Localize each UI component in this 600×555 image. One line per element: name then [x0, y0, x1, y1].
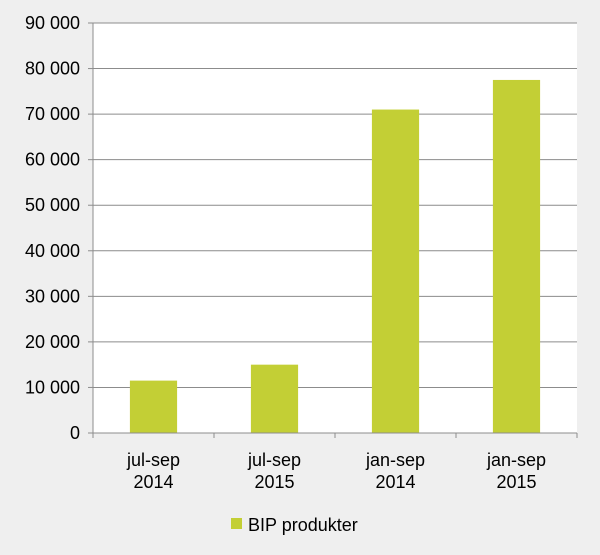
x-tick-label: jan-sep 2014 [365, 450, 425, 492]
y-axis-ticks: 0 10 000 20 000 30 000 40 000 50 000 60 000 70 … [25, 13, 94, 443]
category-labels: jul-sep 2014 jul-sep 2015 jan-sep 2014 jan-sep… [126, 450, 546, 492]
y-tick-label: 50 000 [25, 195, 80, 215]
y-tick-label: 20 000 [25, 332, 80, 352]
y-tick-label: 60 000 [25, 150, 80, 170]
bar [371, 109, 420, 434]
y-tick-label: 40 000 [25, 241, 80, 261]
legend-swatch [231, 518, 242, 529]
y-tick-label: 70 000 [25, 104, 80, 124]
bar [492, 79, 541, 433]
x-axis [92, 432, 578, 438]
bar [129, 380, 178, 433]
legend-label: BIP produkter [248, 515, 358, 535]
y-tick-label: 90 000 [25, 13, 80, 33]
x-tick-label: jul-sep 2014 [126, 450, 180, 492]
x-tick-label: jan-sep 2015 [486, 450, 546, 492]
legend: BIP produkter [231, 515, 358, 535]
bars [129, 79, 541, 434]
y-tick-label: 80 000 [25, 59, 80, 79]
y-tick-label: 0 [70, 423, 80, 443]
y-tick-label: 10 000 [25, 377, 80, 397]
bar [250, 364, 299, 433]
y-tick-label: 30 000 [25, 286, 80, 306]
x-tick-label: jul-sep 2015 [247, 450, 301, 492]
